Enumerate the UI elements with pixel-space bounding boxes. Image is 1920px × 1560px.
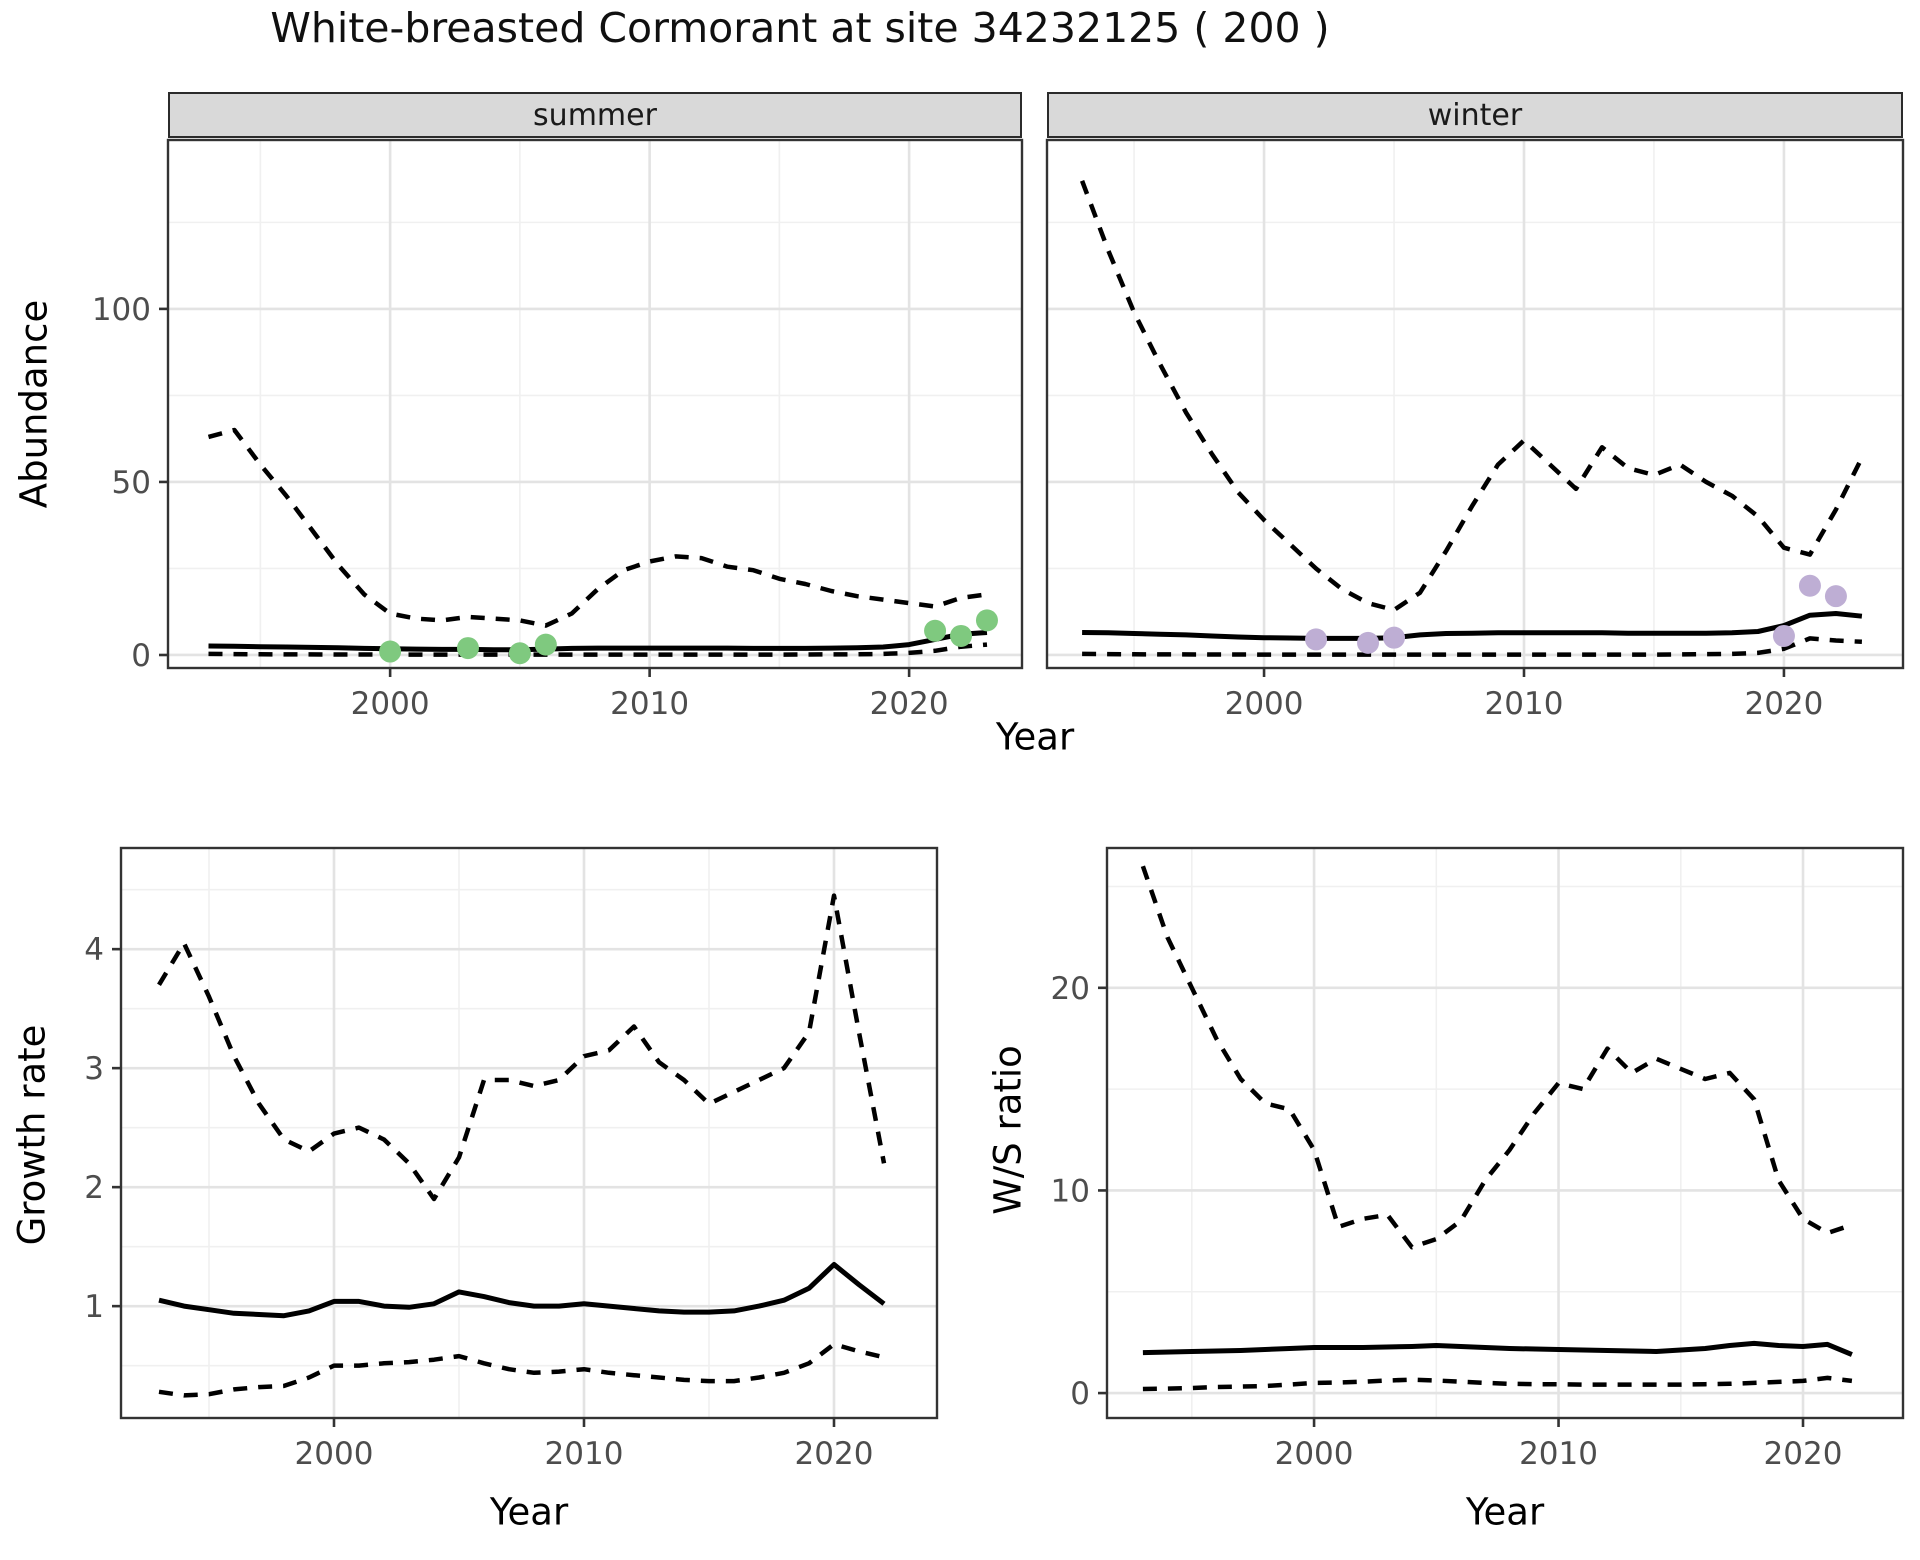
series-lower-95ci	[1142, 1375, 1853, 1392]
y-tick-label: 0	[131, 638, 151, 674]
panel-background	[1107, 848, 1903, 1418]
x-tick-label: 2010	[610, 686, 689, 722]
facet-strip-summer-label: summer	[533, 97, 657, 133]
page-title: White-breasted Cormorant at site 3423212…	[270, 4, 1330, 52]
x-axis-title-bottom-left-year: Year	[489, 1490, 569, 1534]
panel-border	[166, 138, 1024, 670]
x-tick-label: 2010	[1485, 686, 1564, 722]
y-axis-title-ws-ratio: W/S ratio	[986, 1045, 1030, 1215]
y-tick-label: 1	[84, 1289, 104, 1325]
observed-counts-point	[1798, 574, 1821, 597]
observed-counts-point	[456, 637, 479, 660]
x-tick-label: 2020	[1744, 686, 1823, 722]
x-tick-label: 2000	[295, 1436, 374, 1472]
y-axis-title-growth-rate: Growth rate	[10, 1024, 54, 1246]
observed-counts-point	[508, 642, 531, 665]
panel-ws-ratio: 2000 2010 2020 0 10 20	[1051, 846, 1905, 1472]
observed-counts-point	[975, 609, 998, 632]
observed-counts-point	[1357, 631, 1380, 654]
facet-strip-winter: winter	[1047, 92, 1903, 138]
panel-growth-rate: 2000 2010 2020 1 2 3 4	[84, 846, 939, 1472]
observed-counts-point	[534, 633, 557, 656]
x-tick-label: 2000	[351, 686, 430, 722]
x-tick-label: 2020	[870, 686, 949, 722]
observed-counts-point	[1383, 626, 1406, 649]
facet-strip-winter-label: winter	[1427, 97, 1523, 133]
y-tick-label: 50	[112, 465, 151, 501]
panel-abundance-winter: 2000 2010 2020	[1045, 138, 1905, 722]
panel-border	[1105, 846, 1905, 1420]
panel-background	[1047, 140, 1903, 668]
series-lower-95ci	[208, 642, 988, 657]
x-tick-label: 2020	[795, 1436, 874, 1472]
series-upper-95ci	[1140, 865, 1853, 1250]
y-tick-label: 2	[84, 1170, 104, 1206]
x-tick-label: 2020	[1764, 1436, 1843, 1472]
x-axis-title-top-year: Year	[995, 715, 1075, 759]
panel-border	[119, 846, 939, 1420]
y-tick-label: 3	[84, 1051, 104, 1087]
series-median-fit	[208, 630, 988, 653]
panel-background	[121, 848, 937, 1418]
observed-counts-point	[924, 619, 947, 642]
x-tick-label: 2010	[1519, 1436, 1598, 1472]
observed-counts-point	[1772, 624, 1795, 647]
y-tick-label: 0	[1070, 1376, 1090, 1412]
y-axis-title-abundance: Abundance	[12, 299, 56, 509]
series-upper-95ci	[207, 427, 988, 628]
series-upper-95ci	[157, 893, 887, 1202]
observed-counts-point	[379, 640, 402, 663]
panel-border	[1045, 138, 1905, 670]
series-median-fit	[1082, 611, 1863, 641]
x-tick-label: 2000	[1275, 1436, 1354, 1472]
facet-strip-summer: summer	[168, 92, 1022, 138]
x-axis-title-bottom-right-year: Year	[1465, 1490, 1545, 1534]
series-upper-95ci	[1079, 180, 1864, 613]
observed-counts-point	[1824, 585, 1847, 608]
series-lower-95ci	[158, 1341, 885, 1398]
y-tick-label: 10	[1051, 1173, 1090, 1209]
panel-background	[168, 140, 1022, 668]
y-tick-label: 100	[92, 292, 151, 328]
y-tick-label: 4	[84, 932, 104, 968]
x-tick-label: 2010	[545, 1436, 624, 1472]
series-median-fit	[1142, 1340, 1853, 1357]
series-median-fit	[158, 1262, 886, 1319]
observed-counts-point	[1305, 628, 1328, 651]
y-tick-label: 20	[1051, 971, 1090, 1007]
panel-abundance-summer: 2000 2010 2020 0 50 100	[92, 138, 1024, 722]
observed-counts-point	[950, 624, 973, 647]
series-lower-95ci	[1082, 636, 1863, 657]
x-tick-label: 2000	[1225, 686, 1304, 722]
